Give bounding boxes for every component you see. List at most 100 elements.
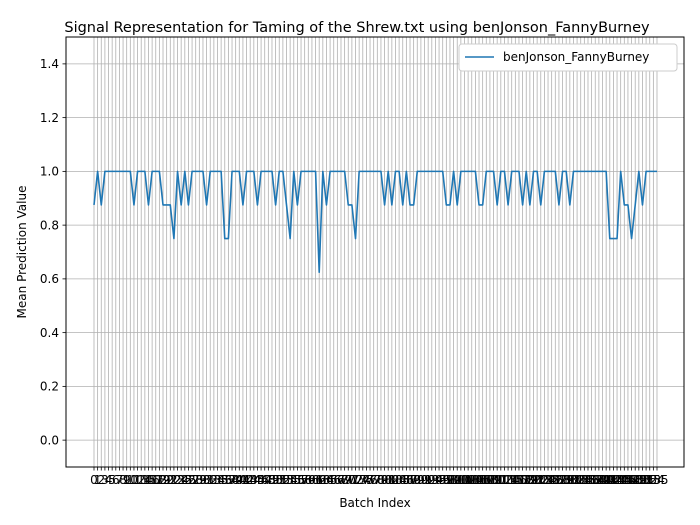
y-tick-label: 0.8 xyxy=(40,218,59,232)
x-tick-label: 153 xyxy=(638,473,661,487)
x-tick-label: 150 xyxy=(627,473,650,487)
x-tick-label: 154 xyxy=(642,473,665,487)
x-tick-label: 7 xyxy=(116,473,124,487)
x-tick-label: 17 xyxy=(148,473,163,487)
x-tick-label: 129 xyxy=(551,473,574,487)
x-tick-label: 103 xyxy=(457,473,480,487)
x-tick-label: 27 xyxy=(184,473,199,487)
x-tick-label: 21 xyxy=(163,473,178,487)
x-tick-label: 128 xyxy=(547,473,570,487)
x-tick-label: 130 xyxy=(555,473,578,487)
x-tick-label: 99 xyxy=(446,473,461,487)
x-tick-label: 55 xyxy=(286,473,301,487)
x-tick-label: 37 xyxy=(221,473,236,487)
x-tick-label: 75 xyxy=(359,473,374,487)
x-tick-label: 47 xyxy=(257,473,272,487)
y-tick-label: 0.6 xyxy=(40,272,59,286)
y-tick-label: 1.0 xyxy=(40,165,59,179)
x-tick-label: 101 xyxy=(449,473,472,487)
x-tick-label: 41 xyxy=(235,473,250,487)
x-tick-label: 102 xyxy=(453,473,476,487)
y-axis-ticks: 0.0 0.2 0.4 0.6 0.8 1.0 1.2 1.4 xyxy=(40,57,66,447)
x-tick-label: 36 xyxy=(217,473,232,487)
x-tick-label: 115 xyxy=(500,473,523,487)
x-tick-label: 114 xyxy=(497,473,520,487)
x-tick-label: 145 xyxy=(609,473,632,487)
x-tick-label: 79 xyxy=(373,473,388,487)
x-tick-label: 119 xyxy=(515,473,538,487)
x-tick-label: 9 xyxy=(123,473,131,487)
x-tick-label: 107 xyxy=(471,473,494,487)
x-tick-label: 98 xyxy=(442,473,457,487)
x-tick-label: 11 xyxy=(126,473,141,487)
x-tick-label: 52 xyxy=(275,473,290,487)
x-tick-label: 1 xyxy=(94,473,102,487)
x-tick-label: 141 xyxy=(595,473,618,487)
x-tick-label: 50 xyxy=(268,473,283,487)
x-tick-label: 87 xyxy=(402,473,417,487)
x-tick-label: 93 xyxy=(424,473,439,487)
x-tick-label: 48 xyxy=(261,473,276,487)
x-tick-label: 84 xyxy=(391,473,406,487)
x-tick-label: 51 xyxy=(272,473,287,487)
x-tick-label: 19 xyxy=(155,473,170,487)
x-tick-label: 85 xyxy=(395,473,410,487)
x-tick-label: 70 xyxy=(341,473,356,487)
y-tick-label: 1.2 xyxy=(40,111,59,125)
x-tick-label: 146 xyxy=(613,473,636,487)
x-tick-label: 113 xyxy=(493,473,516,487)
x-tick-label: 86 xyxy=(399,473,414,487)
x-tick-label: 131 xyxy=(558,473,581,487)
x-tick-label: 5 xyxy=(108,473,116,487)
x-tick-label: 127 xyxy=(544,473,567,487)
x-tick-label: 66 xyxy=(326,473,341,487)
x-tick-label: 152 xyxy=(635,473,658,487)
x-tick-label: 71 xyxy=(344,473,359,487)
x-tick-label: 78 xyxy=(370,473,385,487)
x-tick-label: 83 xyxy=(388,473,403,487)
x-tick-label: 96 xyxy=(435,473,450,487)
x-tick-label: 65 xyxy=(322,473,337,487)
x-gridlines xyxy=(93,37,658,467)
x-tick-label: 56 xyxy=(290,473,305,487)
x-tick-label: 53 xyxy=(279,473,294,487)
x-tick-label: 109 xyxy=(478,473,501,487)
x-tick-label: 25 xyxy=(177,473,192,487)
x-tick-label: 125 xyxy=(537,473,560,487)
x-tick-label: 28 xyxy=(188,473,203,487)
x-tick-label: 59 xyxy=(301,473,316,487)
x-tick-label: 132 xyxy=(562,473,585,487)
x-tick-label: 122 xyxy=(526,473,549,487)
y-tick-label: 1.4 xyxy=(40,57,59,71)
x-tick-label: 94 xyxy=(428,473,443,487)
x-tick-label: 74 xyxy=(355,473,370,487)
x-tick-label: 30 xyxy=(195,473,210,487)
x-tick-label: 72 xyxy=(348,473,363,487)
x-tick-label: 149 xyxy=(624,473,647,487)
y-tick-label: 0.2 xyxy=(40,380,59,394)
x-tick-label: 64 xyxy=(319,473,334,487)
legend: benJonson_FannyBurney xyxy=(458,43,678,72)
x-tick-label: 147 xyxy=(616,473,639,487)
x-tick-label: 97 xyxy=(439,473,454,487)
x-tick-label: 14 xyxy=(137,473,152,487)
x-tick-label: 61 xyxy=(308,473,323,487)
x-tick-label: 16 xyxy=(144,473,159,487)
x-tick-label: 32 xyxy=(203,473,218,487)
x-tick-label: 144 xyxy=(606,473,629,487)
x-tick-label: 62 xyxy=(312,473,327,487)
x-tick-label: 34 xyxy=(210,473,225,487)
x-tick-label: 35 xyxy=(213,473,228,487)
x-tick-label: 100 xyxy=(446,473,469,487)
x-tick-label: 57 xyxy=(293,473,308,487)
x-tick-label: 106 xyxy=(468,473,491,487)
x-tick-label: 31 xyxy=(199,473,214,487)
x-tick-label: 39 xyxy=(228,473,243,487)
x-tick-label: 63 xyxy=(315,473,330,487)
y-tick-label: 0.4 xyxy=(40,326,59,340)
x-tick-label: 18 xyxy=(152,473,167,487)
x-tick-label: 69 xyxy=(337,473,352,487)
x-tick-label: 134 xyxy=(569,473,592,487)
x-tick-label: 121 xyxy=(522,473,545,487)
x-tick-label: 33 xyxy=(206,473,221,487)
